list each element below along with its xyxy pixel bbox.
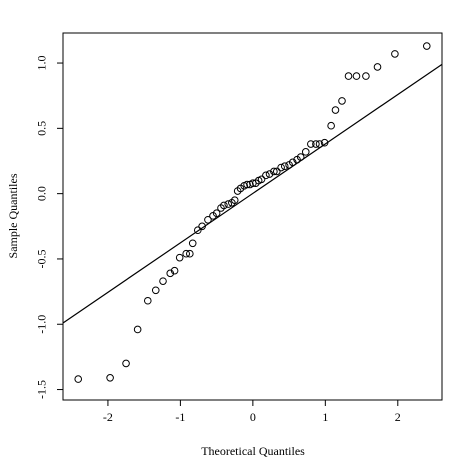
point xyxy=(224,200,233,208)
point xyxy=(175,253,184,262)
x-axis-label: Theoretical Quantiles xyxy=(201,444,305,458)
point xyxy=(373,63,382,71)
point xyxy=(352,72,361,80)
y-tick-label: 1.0 xyxy=(35,56,49,71)
point xyxy=(151,286,160,295)
y-tick-label: -1.5 xyxy=(35,380,49,399)
point xyxy=(186,249,194,258)
point xyxy=(331,106,340,114)
point xyxy=(265,170,274,178)
point xyxy=(391,50,399,58)
point xyxy=(106,373,114,382)
x-tick-label: 0 xyxy=(250,410,256,424)
point xyxy=(204,215,212,224)
point xyxy=(362,72,370,80)
y-tick-label: 0.5 xyxy=(35,121,49,136)
point xyxy=(327,121,335,130)
x-tick-label: 2 xyxy=(395,410,401,424)
point xyxy=(182,249,190,258)
point xyxy=(301,148,310,156)
x-tick-label: -2 xyxy=(103,410,113,424)
y-axis-label: Sample Quantiles xyxy=(6,173,20,258)
point xyxy=(122,359,130,368)
point xyxy=(338,97,346,105)
point xyxy=(315,140,324,148)
point xyxy=(272,167,281,176)
point xyxy=(296,153,305,161)
point xyxy=(270,167,278,176)
point xyxy=(74,375,83,383)
y-tick-label: -0.5 xyxy=(35,249,49,268)
point xyxy=(288,158,297,167)
y-tick-label: 0.0 xyxy=(35,186,49,201)
point xyxy=(243,180,251,189)
point xyxy=(280,162,289,171)
point xyxy=(257,175,266,184)
x-tick-label: -1 xyxy=(175,410,185,424)
point xyxy=(133,325,142,334)
point xyxy=(212,209,221,218)
point xyxy=(320,138,329,147)
reference-line xyxy=(62,63,443,324)
point xyxy=(262,171,270,180)
point xyxy=(312,140,320,148)
point xyxy=(277,163,285,172)
point xyxy=(143,296,152,305)
point xyxy=(166,269,175,278)
plot-frame xyxy=(62,32,443,401)
y-tick-label: -1.0 xyxy=(35,315,49,334)
point xyxy=(422,42,431,50)
point xyxy=(188,239,197,248)
point xyxy=(198,222,206,231)
point xyxy=(307,140,315,148)
point xyxy=(220,201,228,210)
point xyxy=(170,266,179,275)
x-tick-label: 1 xyxy=(322,410,328,424)
point xyxy=(159,277,167,285)
point xyxy=(230,196,239,204)
point xyxy=(344,72,353,80)
point xyxy=(193,226,202,235)
